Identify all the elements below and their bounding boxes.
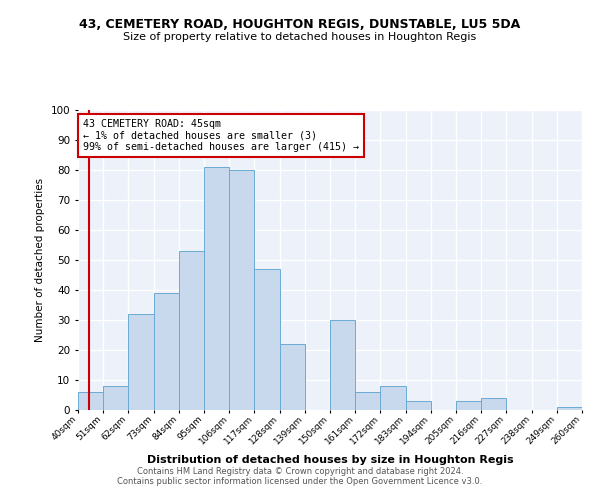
- Bar: [380, 386, 406, 410]
- X-axis label: Distribution of detached houses by size in Houghton Regis: Distribution of detached houses by size …: [146, 454, 514, 464]
- Bar: [456, 401, 481, 410]
- Y-axis label: Number of detached properties: Number of detached properties: [35, 178, 45, 342]
- Bar: [254, 269, 280, 410]
- Bar: [103, 386, 128, 410]
- Bar: [330, 320, 355, 410]
- Bar: [280, 344, 305, 410]
- Bar: [154, 293, 179, 410]
- Bar: [481, 398, 506, 410]
- Bar: [204, 167, 229, 410]
- Text: Contains public sector information licensed under the Open Government Licence v3: Contains public sector information licen…: [118, 477, 482, 486]
- Bar: [128, 314, 154, 410]
- Bar: [406, 401, 431, 410]
- Text: 43, CEMETERY ROAD, HOUGHTON REGIS, DUNSTABLE, LU5 5DA: 43, CEMETERY ROAD, HOUGHTON REGIS, DUNST…: [79, 18, 521, 30]
- Text: Size of property relative to detached houses in Houghton Regis: Size of property relative to detached ho…: [124, 32, 476, 42]
- Bar: [557, 407, 582, 410]
- Bar: [229, 170, 254, 410]
- Bar: [355, 392, 380, 410]
- Bar: [179, 251, 204, 410]
- Text: 43 CEMETERY ROAD: 45sqm
← 1% of detached houses are smaller (3)
99% of semi-deta: 43 CEMETERY ROAD: 45sqm ← 1% of detached…: [83, 119, 359, 152]
- Bar: [78, 392, 103, 410]
- Text: Contains HM Land Registry data © Crown copyright and database right 2024.: Contains HM Land Registry data © Crown c…: [137, 467, 463, 476]
